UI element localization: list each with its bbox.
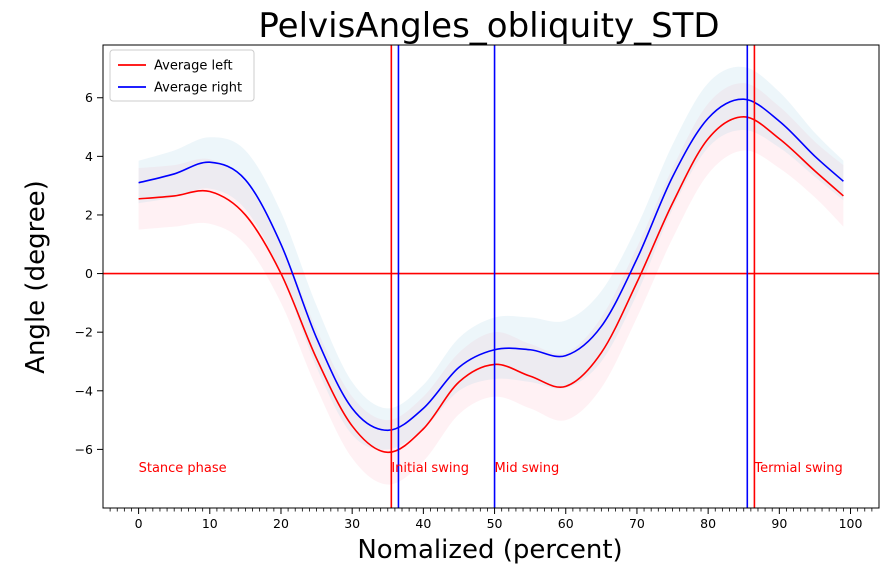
y-tick-label: 0 bbox=[85, 266, 93, 281]
legend-entry: Average right bbox=[154, 81, 242, 96]
y-tick-label: −6 bbox=[75, 442, 93, 457]
x-axis-label: Nomalized (percent) bbox=[357, 535, 622, 565]
y-axis-label: Angle (degree) bbox=[21, 180, 51, 374]
y-tick-label: 2 bbox=[85, 207, 93, 222]
y-tick-label: 6 bbox=[85, 90, 93, 105]
plot-area: Stance phase Initial swing Mid swing Termia… bbox=[75, 44, 880, 531]
x-tick-label: 60 bbox=[558, 516, 574, 531]
x-tick-label: 50 bbox=[487, 516, 503, 531]
x-tick-label: 40 bbox=[415, 516, 431, 531]
legend-box bbox=[109, 49, 255, 102]
phase-annotation: Mid swing bbox=[495, 461, 560, 476]
y-tick-label: −4 bbox=[75, 383, 93, 398]
x-tick-label: 70 bbox=[629, 516, 645, 531]
phase-annotation: Termial swing bbox=[753, 461, 842, 476]
chart-title: PelvisAngles_obliquity_STD bbox=[258, 6, 719, 46]
legend: Average left Average right bbox=[109, 49, 255, 102]
x-tick-label: 90 bbox=[771, 516, 787, 531]
x-tick-label: 100 bbox=[839, 516, 863, 531]
legend-entry: Average left bbox=[154, 59, 233, 74]
x-tick-label: 80 bbox=[700, 516, 716, 531]
x-tick-label: 0 bbox=[135, 516, 143, 531]
x-tick-label: 20 bbox=[273, 516, 289, 531]
x-tick-label: 10 bbox=[202, 516, 218, 531]
phase-annotation: Stance phase bbox=[139, 461, 227, 476]
std-band-left bbox=[138, 83, 844, 485]
phase-annotation: Initial swing bbox=[391, 461, 469, 476]
plot-content bbox=[103, 45, 879, 508]
y-tick-label: 4 bbox=[85, 149, 93, 164]
x-tick-label: 30 bbox=[344, 516, 360, 531]
y-tick-label: −2 bbox=[75, 325, 93, 340]
axes-frame bbox=[102, 44, 880, 509]
